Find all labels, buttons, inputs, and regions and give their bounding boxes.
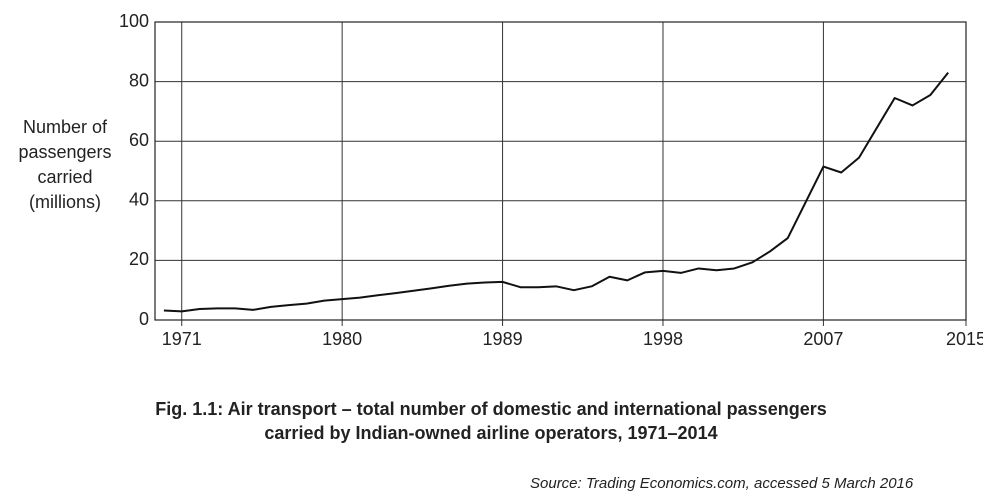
y-tick-label: 100 [119,11,149,31]
x-tick-label: 1998 [643,329,683,349]
x-tick-label: 2015 [946,329,983,349]
y-tick-label: 0 [139,309,149,329]
caption: Fig. 1.1: Air transport – total number o… [155,399,826,419]
y-axis-label: Number of [23,117,108,137]
y-axis-label: (millions) [29,192,101,212]
y-tick-label: 80 [129,70,149,90]
y-axis-label: carried [37,167,92,187]
plot-frame [154,21,967,321]
data-line [163,72,949,313]
x-tick-label: 1989 [483,329,523,349]
caption: carried by Indian-owned airline operator… [264,423,717,443]
y-tick-label: 20 [129,249,149,269]
x-tick-label: 1971 [162,329,202,349]
x-tick-label: 2007 [803,329,843,349]
source: Source: Trading Economics.com, accessed … [530,475,914,492]
x-tick-label: 1980 [322,329,362,349]
y-axis-label: passengers [18,142,111,162]
y-tick-label: 60 [129,130,149,150]
y-tick-label: 40 [129,190,149,210]
